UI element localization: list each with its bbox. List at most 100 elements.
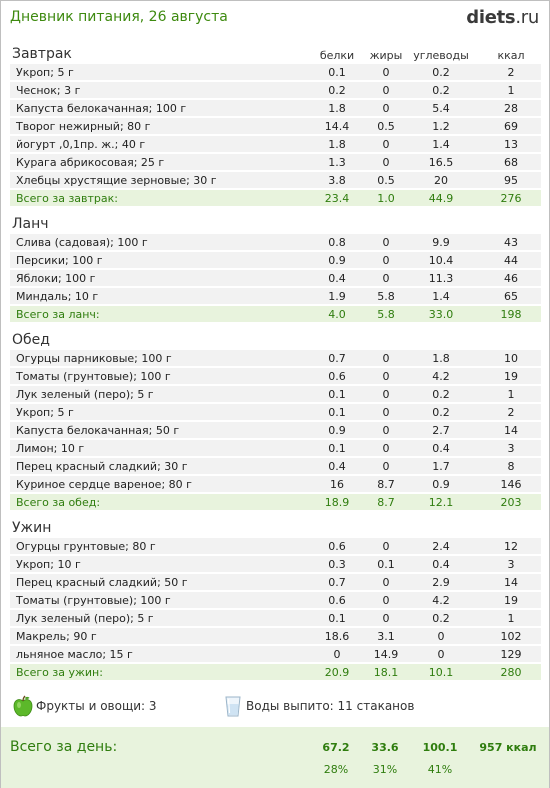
food-protein: 0.3 bbox=[328, 558, 346, 571]
food-fat: 0 bbox=[382, 424, 390, 437]
food-carbs: 0.2 bbox=[432, 612, 450, 625]
food-name: Капуста белокачанная; 100 г bbox=[16, 102, 187, 115]
food-kcal: 14 bbox=[504, 576, 518, 589]
food-row: Слива (садовая); 100 г 0.8 0 9.9 43 bbox=[10, 234, 541, 252]
food-kcal: 1 bbox=[507, 388, 515, 401]
total-protein: 4.0 bbox=[328, 308, 346, 321]
food-row: Персики; 100 г 0.9 0 10.4 44 bbox=[10, 252, 541, 270]
food-name: Лук зеленый (перо); 5 г bbox=[16, 388, 154, 401]
meal-gap bbox=[10, 324, 541, 331]
green-apple-icon bbox=[13, 695, 33, 717]
food-carbs: 0.4 bbox=[432, 442, 450, 455]
food-row: Хлебцы хрустящие зерновые; 30 г 3.8 0.5 20 9… bbox=[10, 172, 541, 190]
total-label: Всего за ланч: bbox=[16, 308, 100, 321]
food-carbs: 0 bbox=[437, 630, 445, 643]
food-name: Миндаль; 10 г bbox=[16, 290, 99, 303]
food-carbs: 2.9 bbox=[432, 576, 450, 589]
food-protein: 0.1 bbox=[328, 406, 346, 419]
food-kcal: 10 bbox=[504, 352, 518, 365]
food-kcal: 13 bbox=[504, 138, 518, 151]
food-fat: 0.5 bbox=[377, 120, 395, 133]
fruits-label: Фрукты и овощи: 3 bbox=[36, 699, 157, 713]
food-name: Лук зеленый (перо); 5 г bbox=[16, 612, 154, 625]
food-carbs: 2.7 bbox=[432, 424, 450, 437]
day-summary-label: Всего за день: bbox=[10, 739, 118, 755]
food-fat: 0.5 bbox=[377, 174, 395, 187]
food-protein: 0.9 bbox=[328, 254, 346, 267]
food-name: льняное масло; 15 г bbox=[16, 648, 133, 661]
food-row: Лук зеленый (перо); 5 г 0.1 0 0.2 1 bbox=[10, 610, 541, 628]
day-summary: Всего за день: 67.2 33.6 100.1 957 ккал … bbox=[1, 727, 549, 788]
food-protein: 14.4 bbox=[324, 120, 350, 133]
food-name: Куриное сердце вареное; 80 г bbox=[16, 478, 192, 491]
food-protein: 1.8 bbox=[328, 138, 346, 151]
food-name: Хлебцы хрустящие зерновые; 30 г bbox=[16, 174, 217, 187]
food-fat: 0 bbox=[382, 102, 390, 115]
food-row: Огурцы грунтовые; 80 г 0.6 0 2.4 12 bbox=[10, 538, 541, 556]
food-protein: 16 bbox=[330, 478, 344, 491]
food-kcal: 19 bbox=[504, 594, 518, 607]
food-row: Укроп; 5 г 0.1 0 0.2 2 bbox=[10, 64, 541, 82]
food-carbs: 0.2 bbox=[432, 66, 450, 79]
food-row: Яблоки; 100 г 0.4 0 11.3 46 bbox=[10, 270, 541, 288]
food-kcal: 43 bbox=[504, 236, 518, 249]
site-logo[interactable]: diets.ru bbox=[466, 7, 539, 28]
food-row: Перец красный сладкий; 30 г 0.4 0 1.7 8 bbox=[10, 458, 541, 476]
food-row: Лимон; 10 г 0.1 0 0.4 3 bbox=[10, 440, 541, 458]
food-carbs: 0.9 bbox=[432, 478, 450, 491]
food-carbs: 0.2 bbox=[432, 406, 450, 419]
food-row: Миндаль; 10 г 1.9 5.8 1.4 65 bbox=[10, 288, 541, 306]
total-carbs: 12.1 bbox=[428, 496, 454, 509]
food-fat: 0 bbox=[382, 352, 390, 365]
food-kcal: 1 bbox=[507, 612, 515, 625]
food-kcal: 46 bbox=[504, 272, 518, 285]
header: Дневник питания, 26 августа diets.ru bbox=[1, 1, 549, 39]
total-protein: 18.9 bbox=[324, 496, 350, 509]
food-name: Персики; 100 г bbox=[16, 254, 103, 267]
meal-gap bbox=[10, 208, 541, 215]
food-protein: 0.1 bbox=[328, 388, 346, 401]
food-name: йогурт ,0,1пр. ж.; 40 г bbox=[16, 138, 146, 151]
food-kcal: 8 bbox=[507, 460, 515, 473]
food-name: Чеснок; 3 г bbox=[16, 84, 81, 97]
food-name: Творог нежирный; 80 г bbox=[16, 120, 151, 133]
food-carbs: 1.8 bbox=[432, 352, 450, 365]
day-fat: 33.6 bbox=[371, 741, 399, 754]
food-kcal: 28 bbox=[504, 102, 518, 115]
food-fat: 0 bbox=[382, 156, 390, 169]
food-row: Перец красный сладкий; 50 г 0.7 0 2.9 14 bbox=[10, 574, 541, 592]
food-fat: 0 bbox=[382, 594, 390, 607]
food-fat: 0 bbox=[382, 612, 390, 625]
food-fat: 0 bbox=[382, 138, 390, 151]
day-carbs-percent: 41% bbox=[427, 763, 453, 776]
food-fat: 0 bbox=[382, 460, 390, 473]
food-kcal: 129 bbox=[500, 648, 522, 661]
food-protein: 1.9 bbox=[328, 290, 346, 303]
food-kcal: 14 bbox=[504, 424, 518, 437]
total-fat: 8.7 bbox=[377, 496, 395, 509]
food-carbs: 0.2 bbox=[432, 84, 450, 97]
food-row: Чеснок; 3 г 0.2 0 0.2 1 bbox=[10, 82, 541, 100]
food-kcal: 65 bbox=[504, 290, 518, 303]
day-carbs: 100.1 bbox=[422, 741, 458, 754]
food-row: Курага абрикосовая; 25 г 1.3 0 16.5 68 bbox=[10, 154, 541, 172]
food-fat: 0 bbox=[382, 66, 390, 79]
food-name: Капуста белокачанная; 50 г bbox=[16, 424, 180, 437]
food-kcal: 12 bbox=[504, 540, 518, 553]
food-fat: 3.1 bbox=[377, 630, 395, 643]
food-name: Томаты (грунтовые); 100 г bbox=[16, 370, 171, 383]
food-row: Куриное сердце вареное; 80 г 16 8.7 0.9 146 bbox=[10, 476, 541, 494]
extras-bar: Фрукты и овощи: 3 Воды выпито: 11 стакан… bbox=[10, 691, 541, 721]
water-glass-icon bbox=[225, 696, 241, 717]
column-header-carbs: углеводы bbox=[413, 49, 469, 62]
total-fat: 5.8 bbox=[377, 308, 395, 321]
food-kcal: 146 bbox=[500, 478, 522, 491]
food-kcal: 69 bbox=[504, 120, 518, 133]
food-carbs: 2.4 bbox=[432, 540, 450, 553]
food-kcal: 95 bbox=[504, 174, 518, 187]
food-kcal: 19 bbox=[504, 370, 518, 383]
meal-total-row: Всего за ланч: 4.0 5.8 33.0 198 bbox=[10, 306, 541, 324]
food-carbs: 4.2 bbox=[432, 370, 450, 383]
meal-header: Завтрак белки жиры углеводы ккал bbox=[10, 45, 541, 64]
total-protein: 23.4 bbox=[324, 192, 350, 205]
